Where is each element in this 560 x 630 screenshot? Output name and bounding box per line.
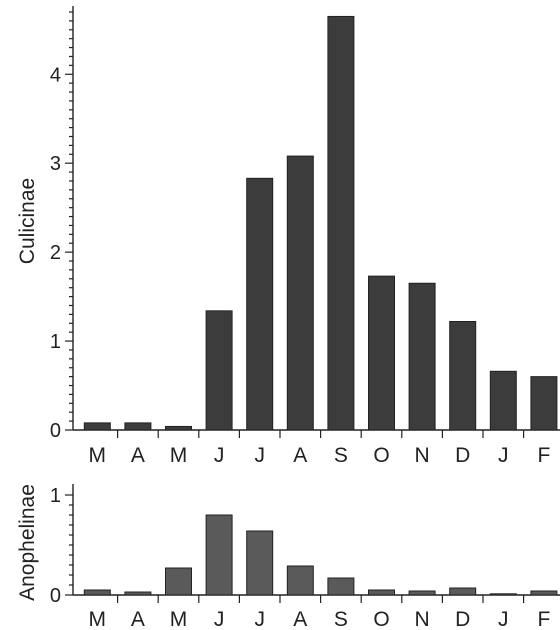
x-tick-label: N <box>415 608 430 630</box>
x-tick-label: O <box>373 608 389 630</box>
y-tick-label: 1 <box>50 485 61 507</box>
bar-anophelinae-8 <box>408 590 436 596</box>
x-tick-label: J <box>498 608 509 630</box>
bar-culicinae-9 <box>449 320 477 431</box>
x-tick-label: J <box>254 608 265 630</box>
y-tick-label: 0 <box>50 585 61 607</box>
y-tick-label: 1 <box>50 331 61 353</box>
culicinae-panel: 0 1 2 3 4 M A M J J A S O N D J F Culicinae <box>16 6 560 467</box>
x-tick-label: J <box>498 444 509 467</box>
x-tick-label: N <box>415 444 430 467</box>
bar-anophelinae-1 <box>124 591 152 596</box>
y-tick-label: 2 <box>50 242 61 264</box>
bar-anophelinae-0 <box>83 589 111 596</box>
y-tick-label: 0 <box>50 420 61 442</box>
x-tick-label: O <box>373 444 389 467</box>
x-tick-label: F <box>537 444 550 467</box>
x-tick-label: S <box>334 444 348 467</box>
x-tick-label: M <box>170 444 188 467</box>
anophelinae-panel: 0 1 M A M J J A S O N D J F Anophelinae <box>16 484 560 630</box>
bar-anophelinae-2 <box>165 567 192 596</box>
bar-anophelinae-10 <box>489 593 517 596</box>
bar-anophelinae-4 <box>246 530 274 596</box>
x-tick-label: F <box>537 608 550 630</box>
bar-anophelinae-11 <box>530 590 558 596</box>
bar-culicinae-11 <box>530 376 558 431</box>
x-tick-label: M <box>89 444 107 467</box>
x-tick-label: M <box>89 608 107 630</box>
bar-anophelinae-6 <box>327 577 355 596</box>
y-axis-title: Culicinae <box>16 178 39 264</box>
x-tick-label: S <box>334 608 348 630</box>
bar-culicinae-3 <box>205 310 233 431</box>
x-tick-label: D <box>455 444 470 467</box>
x-tick-label: A <box>293 608 307 630</box>
x-tick-label: J <box>254 444 265 467</box>
bar-anophelinae-7 <box>368 589 395 596</box>
bar-anophelinae-3 <box>205 514 233 596</box>
x-tick-label: D <box>455 608 470 630</box>
bar-culicinae-7 <box>368 275 395 431</box>
bar-culicinae-10 <box>489 370 517 431</box>
bar-culicinae-6 <box>327 15 355 431</box>
bar-anophelinae-9 <box>449 587 477 596</box>
bar-culicinae-2 <box>165 425 192 431</box>
y-tick-label: 3 <box>50 153 61 175</box>
x-tick-label: A <box>131 444 145 467</box>
bar-culicinae-0 <box>83 422 111 431</box>
x-tick-label: A <box>293 444 307 467</box>
bar-culicinae-1 <box>124 422 152 431</box>
y-tick-label: 4 <box>50 64 61 86</box>
bar-culicinae-8 <box>408 282 436 431</box>
x-tick-label: A <box>131 608 145 630</box>
bar-culicinae-5 <box>286 155 314 431</box>
x-tick-label: J <box>214 444 225 467</box>
x-tick-label: M <box>170 608 188 630</box>
y-axis-title: Anophelinae <box>16 484 39 601</box>
bar-anophelinae-5 <box>286 565 314 596</box>
bar-culicinae-4 <box>246 177 274 431</box>
x-tick-label: J <box>214 608 225 630</box>
